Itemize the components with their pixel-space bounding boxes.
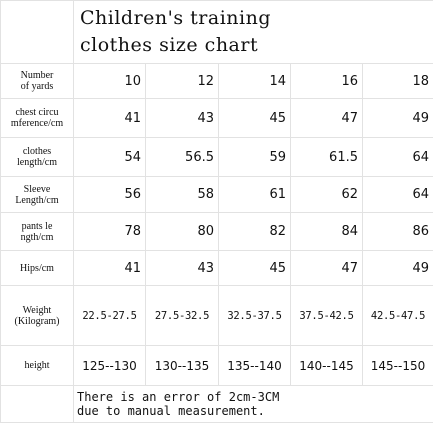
size-value: 86: [363, 213, 433, 251]
size-value: 10: [74, 64, 146, 99]
size-value: 78: [74, 213, 146, 251]
title-row: Children's training clothes size chart: [1, 1, 433, 64]
size-value: 62: [291, 177, 363, 213]
size-value: 56.5: [146, 138, 219, 177]
note: There is an error of 2cm-3CM due to manu…: [74, 386, 433, 423]
size-value: 14: [219, 64, 291, 99]
size-value: 140--145: [291, 346, 363, 386]
size-value: 43: [146, 99, 219, 138]
size-value: 18: [363, 64, 433, 99]
size-value: 41: [74, 99, 146, 138]
size-value: 80: [146, 213, 219, 251]
size-value: 49: [363, 99, 433, 138]
row-label: Weight (Kilogram): [1, 286, 74, 346]
empty-cell: [1, 1, 74, 64]
size-value: 82: [219, 213, 291, 251]
size-value: 135--140: [219, 346, 291, 386]
size-value: 47: [291, 99, 363, 138]
size-value: 61.5: [291, 138, 363, 177]
row-label: pants le ngth/cm: [1, 213, 74, 251]
size-value: 37.5-42.5: [291, 286, 363, 346]
size-value: 42.5-47.5: [363, 286, 433, 346]
size-value: 64: [363, 177, 433, 213]
size-value: 125--130: [74, 346, 146, 386]
size-value: 58: [146, 177, 219, 213]
size-value: 84: [291, 213, 363, 251]
size-value: 43: [146, 251, 219, 286]
size-value: 32.5-37.5: [219, 286, 291, 346]
size-value: 49: [363, 251, 433, 286]
row-label: chest circu mference/cm: [1, 99, 74, 138]
size-value: 41: [74, 251, 146, 286]
row-label: Number of yards: [1, 64, 74, 99]
size-value: 130--135: [146, 346, 219, 386]
size-value: 145--150: [363, 346, 433, 386]
size-value: 22.5-27.5: [74, 286, 146, 346]
size-value: 45: [219, 99, 291, 138]
empty-cell: [1, 386, 74, 423]
size-value: 45: [219, 251, 291, 286]
size-value: 59: [219, 138, 291, 177]
row-label: Hips/cm: [1, 251, 74, 286]
row-label: height: [1, 346, 74, 386]
size-value: 64: [363, 138, 433, 177]
size-value: 61: [219, 177, 291, 213]
note-row: There is an error of 2cm-3CM due to manu…: [1, 386, 433, 423]
table-title: Children's training clothes size chart: [74, 1, 433, 64]
size-value: 47: [291, 251, 363, 286]
size-value: 16: [291, 64, 363, 99]
size-value: 56: [74, 177, 146, 213]
size-value: 12: [146, 64, 219, 99]
size-value: 54: [74, 138, 146, 177]
size-value: 27.5-32.5: [146, 286, 219, 346]
row-label: clothes length/cm: [1, 138, 74, 177]
row-label: Sleeve Length/cm: [1, 177, 74, 213]
